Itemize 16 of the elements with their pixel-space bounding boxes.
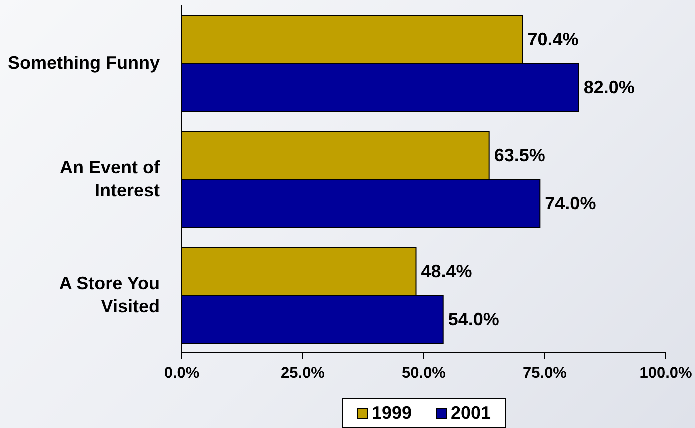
- legend-label: 1999: [372, 402, 412, 424]
- x-tick-label: 25.0%: [281, 365, 326, 382]
- data-label: 63.5%: [494, 146, 546, 166]
- data-label: 54.0%: [448, 310, 500, 330]
- y-tick-label: Something Funny: [8, 53, 160, 73]
- legend-label: 2001: [451, 402, 492, 424]
- data-label: 70.4%: [528, 30, 579, 50]
- x-tick-label: 75.0%: [523, 365, 568, 382]
- y-tick-label: A Store You Visited: [59, 274, 160, 316]
- x-tick-label: 100.0%: [640, 365, 692, 382]
- data-label: 74.0%: [545, 194, 596, 214]
- y-tick-label: An Event of Interest: [60, 158, 161, 200]
- x-tick-label: 50.0%: [402, 365, 446, 382]
- data-label: 48.4%: [421, 262, 472, 282]
- x-tick-label: 0.0%: [164, 365, 200, 382]
- data-label: 82.0%: [584, 78, 635, 98]
